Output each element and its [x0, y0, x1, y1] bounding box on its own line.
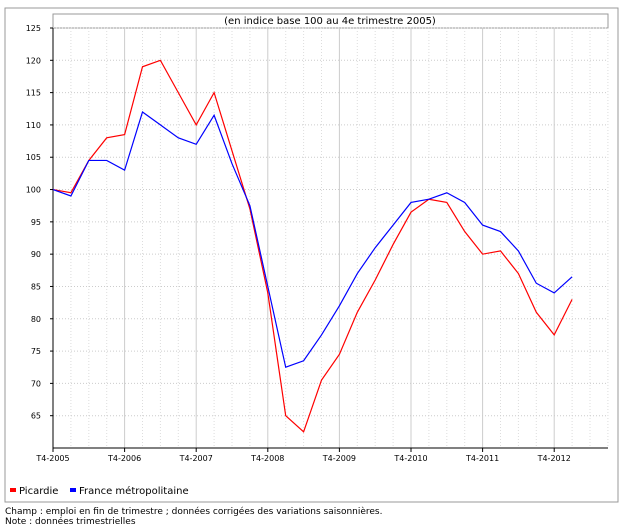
legend-label: France métropolitaine	[79, 485, 189, 497]
x-tick-label: T4-2010	[393, 454, 427, 463]
y-tick-label: 95	[31, 218, 41, 227]
legend-swatch	[70, 488, 76, 492]
note: Champ : emploi en fin de trimestre ; don…	[5, 506, 382, 517]
y-tick-label: 125	[26, 24, 41, 33]
x-tick-label: T4-2011	[465, 454, 499, 463]
y-tick-label: 70	[31, 379, 41, 388]
series-line	[52, 59, 573, 433]
plot: T4-2005 T4-2006 T4-2007 T4-2008 T4-2009 T4-20…	[26, 24, 609, 463]
y-tick-label: 105	[26, 153, 41, 162]
y-tick-label: 85	[31, 282, 41, 291]
chart-title: (en indice base 100 au 4e trimestre 2005…	[224, 16, 436, 27]
chart-frame	[4, 7, 619, 503]
x-tick-label: T4-2006	[107, 454, 141, 463]
title-box	[52, 13, 609, 29]
x-tick-label: T4-2005	[35, 454, 69, 463]
legend-swatch	[10, 488, 16, 492]
x-tick-label: T4-2007	[179, 454, 213, 463]
legend-label: Picardie	[19, 486, 58, 497]
y-tick-label: 90	[31, 250, 41, 259]
y-tick-label: 120	[26, 56, 41, 65]
y-tick-label: 115	[26, 89, 41, 98]
y-tick-label: 75	[31, 347, 41, 356]
note: Note : données trimestrielles	[5, 516, 136, 526]
x-tick-label: T4-2012	[537, 454, 571, 463]
y-tick-label: 110	[26, 121, 41, 130]
x-tick-label: T4-2008	[250, 454, 284, 463]
x-tick-label: T4-2009	[322, 454, 356, 463]
y-tick-label: 80	[31, 315, 41, 324]
series-line	[52, 111, 573, 369]
y-tick-label: 65	[31, 412, 41, 421]
y-tick-label: 100	[26, 186, 41, 195]
